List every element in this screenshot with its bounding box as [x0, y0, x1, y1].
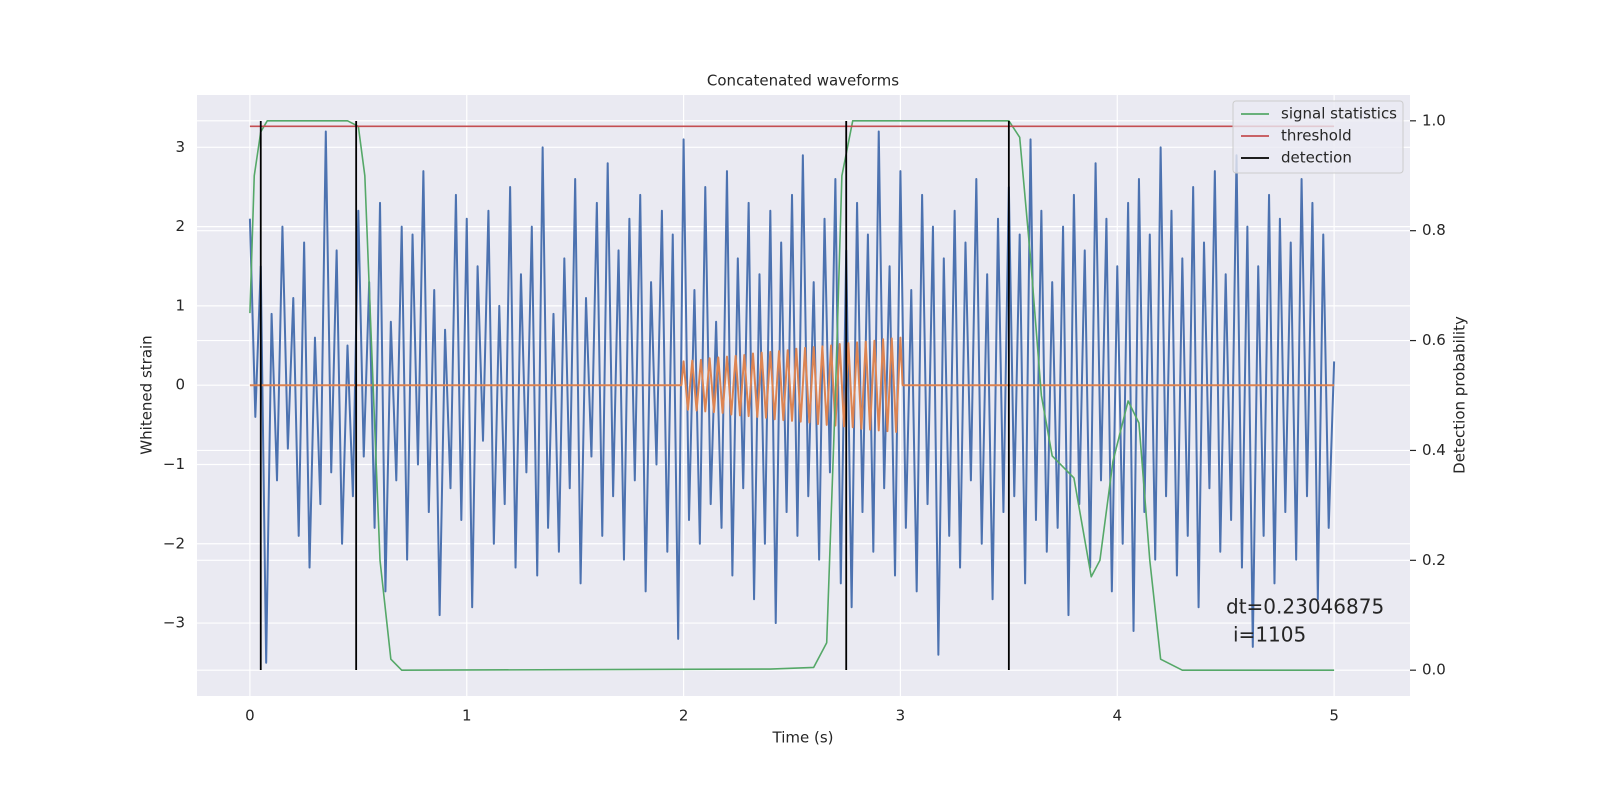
labels: 0 1 2 3 4 5 −3 −2 −1 0 1 2 3 0.0 0.2 0.4 0.6 0.8 1.0: [163, 111, 1446, 724]
y2-tick-label: 1.0: [1422, 111, 1446, 129]
legend-label: threshold: [1281, 127, 1352, 145]
chart-title: Concatenated waveforms: [707, 72, 899, 90]
annotation: i=1105: [1233, 623, 1306, 647]
y-tick-label: 3: [175, 138, 185, 156]
y2-tick-label: 0.6: [1422, 331, 1446, 349]
series-line: [248, 130, 1336, 664]
y-tick-label: −3: [163, 614, 185, 632]
legend-box: [1232, 100, 1404, 174]
x-tick-label: 1: [462, 707, 472, 725]
marks: [248, 120, 1336, 671]
x-tick-label: 2: [679, 707, 689, 725]
x-tick-label: 0: [245, 707, 255, 725]
y2-tick-label: 0.8: [1422, 221, 1446, 239]
y2-tick-label: 0.2: [1422, 551, 1446, 569]
x-tick-label: 4: [1112, 707, 1122, 725]
y2-tick-label: 0.0: [1422, 661, 1446, 679]
y-tick-label: −2: [163, 534, 185, 552]
series-line: [249, 336, 1335, 433]
y-tick-label: 2: [175, 217, 185, 235]
annotation: dt=0.23046875: [1226, 595, 1384, 619]
y2-axis-label: Detection probability: [1451, 316, 1469, 474]
series-line: [249, 120, 1335, 671]
legend-label: detection: [1281, 149, 1352, 167]
y2-tick-label: 0.4: [1422, 441, 1446, 459]
legend: signal statistics threshold detection: [1232, 100, 1404, 174]
y-tick-label: 1: [175, 296, 185, 314]
x-tick-label: 3: [896, 707, 906, 725]
y-tick-label: −1: [163, 455, 185, 473]
x-tick-label: 5: [1329, 707, 1339, 725]
x-axis-label: Time (s): [772, 729, 834, 747]
y-axis-label: Whitened strain: [138, 335, 156, 454]
legend-label: signal statistics: [1281, 105, 1397, 123]
y-tick-label: 0: [175, 376, 185, 394]
